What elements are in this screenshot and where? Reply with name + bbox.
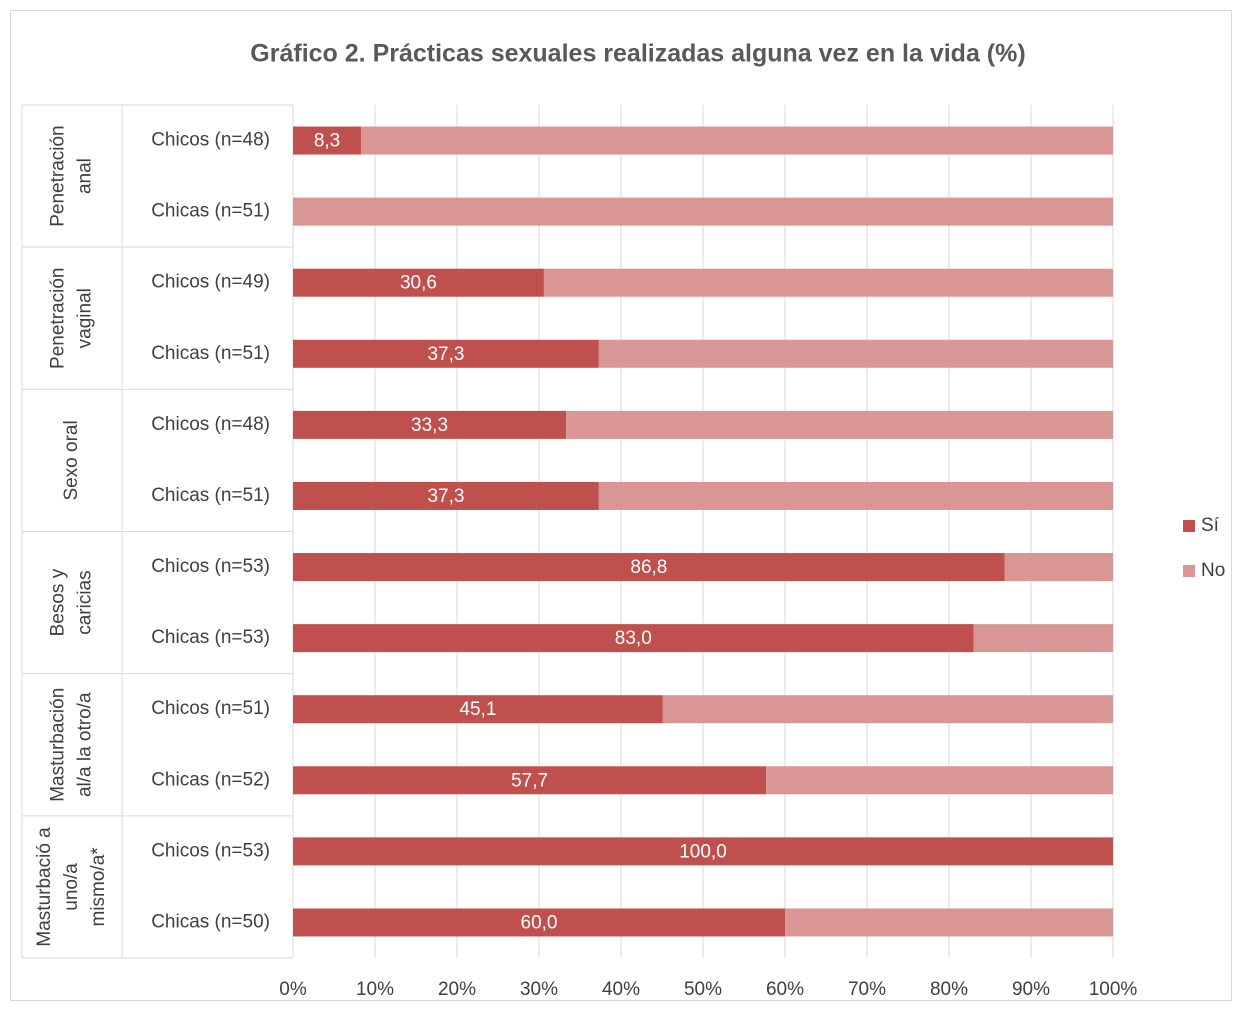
bars: 8,30,030,637,333,337,386,883,045,157,710…	[293, 126, 1113, 937]
bar-segment	[293, 410, 567, 439]
group-label: Penetración	[48, 125, 69, 226]
bar-segment	[785, 908, 1113, 937]
group-label: uno/a	[61, 863, 82, 911]
data-label: 30,6	[400, 273, 437, 294]
bar-segment	[973, 624, 1113, 653]
y-tick-label: Chicos (n=49)	[151, 272, 270, 293]
x-tick-label: 30%	[520, 979, 558, 1000]
chart-title: Gráfico 2. Prácticas sexuales realizadas…	[250, 40, 1025, 68]
x-tick-label: 50%	[684, 979, 722, 1000]
y-tick-label: Chicas (n=51)	[151, 485, 270, 506]
legend-label: Sí	[1201, 515, 1220, 536]
bar-segment	[293, 695, 663, 724]
y-tick-label: Chicas (n=50)	[151, 911, 270, 932]
data-label: 100,0	[679, 841, 727, 862]
x-tick-label: 80%	[930, 979, 968, 1000]
y-tick-label: Chicas (n=53)	[151, 627, 270, 648]
bar-segment	[1004, 553, 1113, 582]
group-label: Masturbació a	[34, 827, 55, 947]
bar-segment	[293, 268, 544, 297]
bar-segment	[293, 126, 362, 155]
group-label: al/a la otro/a	[75, 692, 96, 797]
data-label: 60,0	[521, 912, 558, 933]
y-tick-label: Chicos (n=53)	[151, 840, 270, 861]
bar-segment	[293, 553, 1005, 582]
x-tick-label: 10%	[356, 979, 394, 1000]
group-label: Masturbación	[48, 688, 69, 802]
data-label: 37,3	[427, 486, 464, 507]
data-label: 33,3	[411, 415, 448, 436]
bar-segment	[662, 695, 1113, 724]
x-tick-label: 90%	[1012, 979, 1050, 1000]
y-tick-label: Chicos (n=48)	[151, 130, 270, 151]
data-label: 83,0	[615, 628, 652, 649]
data-label: 86,8	[630, 557, 667, 578]
data-label: 45,1	[459, 699, 496, 720]
legend-swatch	[1183, 565, 1195, 577]
data-label: 57,7	[511, 770, 548, 791]
x-tick-label: 70%	[848, 979, 886, 1000]
bar-segment	[361, 126, 1113, 155]
y-tick-label: Chicos (n=53)	[151, 556, 270, 577]
y-tick-label: Chicos (n=51)	[151, 698, 270, 719]
bar-segment	[598, 481, 1113, 510]
bar-segment	[766, 766, 1113, 795]
bar-segment	[293, 908, 785, 937]
data-label: 8,3	[314, 131, 340, 152]
y-tick-label: Chicas (n=51)	[151, 201, 270, 222]
group-label: Penetración	[48, 268, 69, 369]
bar-segment	[293, 197, 1113, 226]
bar-segment	[293, 481, 599, 510]
x-tick-label: 40%	[602, 979, 640, 1000]
y-tick-label: Chicas (n=51)	[151, 343, 270, 364]
bar-segment	[293, 624, 974, 653]
bar-segment	[543, 268, 1113, 297]
group-label: Sexo oral	[61, 420, 82, 500]
data-label: 37,3	[427, 344, 464, 365]
bar-segment	[566, 410, 1113, 439]
legend-label: No	[1201, 560, 1225, 581]
x-tick-label: 100%	[1089, 979, 1138, 1000]
group-label: anal	[75, 158, 96, 194]
bar-segment	[293, 766, 767, 795]
bar-segment	[293, 837, 1113, 866]
group-label: vaginal	[75, 288, 96, 348]
y-tick-label: Chicas (n=52)	[151, 769, 270, 790]
bar-segment	[598, 339, 1113, 368]
legend-swatch	[1183, 520, 1195, 532]
group-label: mismo/a*	[88, 847, 109, 927]
x-tick-label: 60%	[766, 979, 804, 1000]
x-tick-label: 0%	[279, 979, 307, 1000]
group-label: caricias	[75, 570, 96, 634]
bar-segment	[293, 339, 599, 368]
y-tick-label: Chicos (n=48)	[151, 414, 270, 435]
group-label: Besos y	[48, 568, 69, 636]
x-tick-label: 20%	[438, 979, 476, 1000]
